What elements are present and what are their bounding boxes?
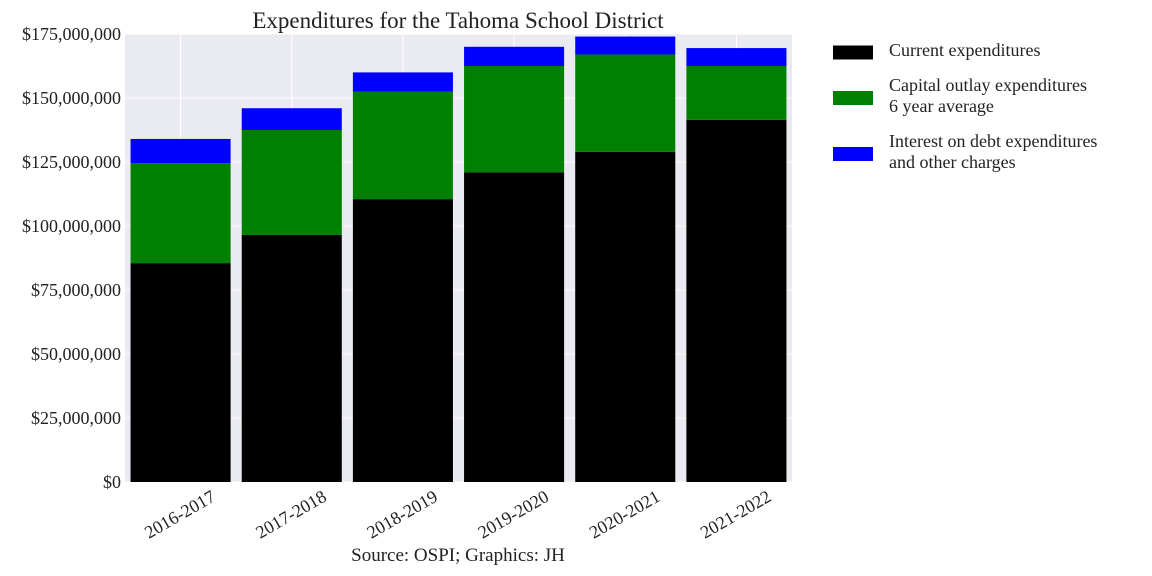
- x-tick-label: 2020-2021: [586, 486, 664, 542]
- y-tick-label: $0: [103, 472, 121, 492]
- bar-segment-2018-2019-series-2: [352, 91, 453, 200]
- bar-segment-2019-2020-series-3: [464, 46, 565, 66]
- chart-source-caption: Source: OSPI; Graphics: JH: [351, 545, 565, 566]
- y-tick-label: $150,000,000: [22, 88, 121, 108]
- bar-segment-2016-2017-series-2: [130, 163, 231, 264]
- bar-segment-2020-2021-series-1: [575, 151, 676, 482]
- y-tick-label: $50,000,000: [31, 344, 121, 364]
- y-tick-label: $100,000,000: [22, 216, 121, 236]
- bar-segment-2017-2018-series-1: [241, 234, 342, 482]
- x-tick-label: 2021-2022: [697, 486, 775, 542]
- y-tick-label: $125,000,000: [22, 152, 121, 172]
- bar-segment-2021-2022-series-1: [686, 119, 787, 482]
- bar-segment-2021-2022-series-3: [686, 48, 787, 66]
- chart-title: Expenditures for the Tahoma School Distr…: [252, 8, 664, 33]
- x-tick-label: 2019-2020: [475, 486, 553, 542]
- x-tick-label: 2016-2017: [141, 486, 219, 542]
- bar-segment-2016-2017-series-3: [130, 138, 231, 164]
- bar-segment-2018-2019-series-1: [352, 199, 453, 482]
- legend-label-series-2: Capital outlay expenditures: [889, 75, 1087, 95]
- bar-segment-2021-2022-series-2: [686, 66, 787, 120]
- y-tick-label: $175,000,000: [22, 24, 121, 44]
- legend-swatch-series-3: [833, 147, 873, 161]
- legend-label-series-3: Interest on debt expenditures: [889, 131, 1097, 151]
- y-tick-label: $25,000,000: [31, 408, 121, 428]
- x-tick-label: 2017-2018: [252, 486, 330, 542]
- legend-label-series-3: and other charges: [889, 152, 1016, 172]
- legend-swatch-series-1: [833, 45, 873, 60]
- legend-swatch-series-2: [833, 91, 873, 105]
- bar-segment-2017-2018-series-2: [241, 130, 342, 235]
- legend-label-series-1: Current expenditures: [889, 40, 1040, 60]
- y-tick-label: $75,000,000: [31, 280, 121, 300]
- legend-label-series-2: 6 year average: [889, 96, 994, 116]
- plot-area: $0 $25,000,000 $50,000,000 $75,000,000 $100,…: [22, 24, 792, 542]
- bar-segment-2018-2019-series-3: [352, 72, 453, 92]
- legend: Current expenditures Capital outlay expen…: [833, 40, 1097, 172]
- bar-segment-2019-2020-series-1: [464, 172, 565, 483]
- bar-segment-2020-2021-series-2: [575, 54, 676, 152]
- x-tick-label: 2018-2019: [363, 486, 441, 542]
- plot-background: [125, 34, 792, 482]
- bar-segment-2020-2021-series-3: [575, 36, 676, 55]
- bar-segment-2019-2020-series-2: [464, 66, 565, 173]
- bar-segment-2016-2017-series-1: [130, 263, 231, 482]
- bar-segment-2017-2018-series-3: [241, 108, 342, 130]
